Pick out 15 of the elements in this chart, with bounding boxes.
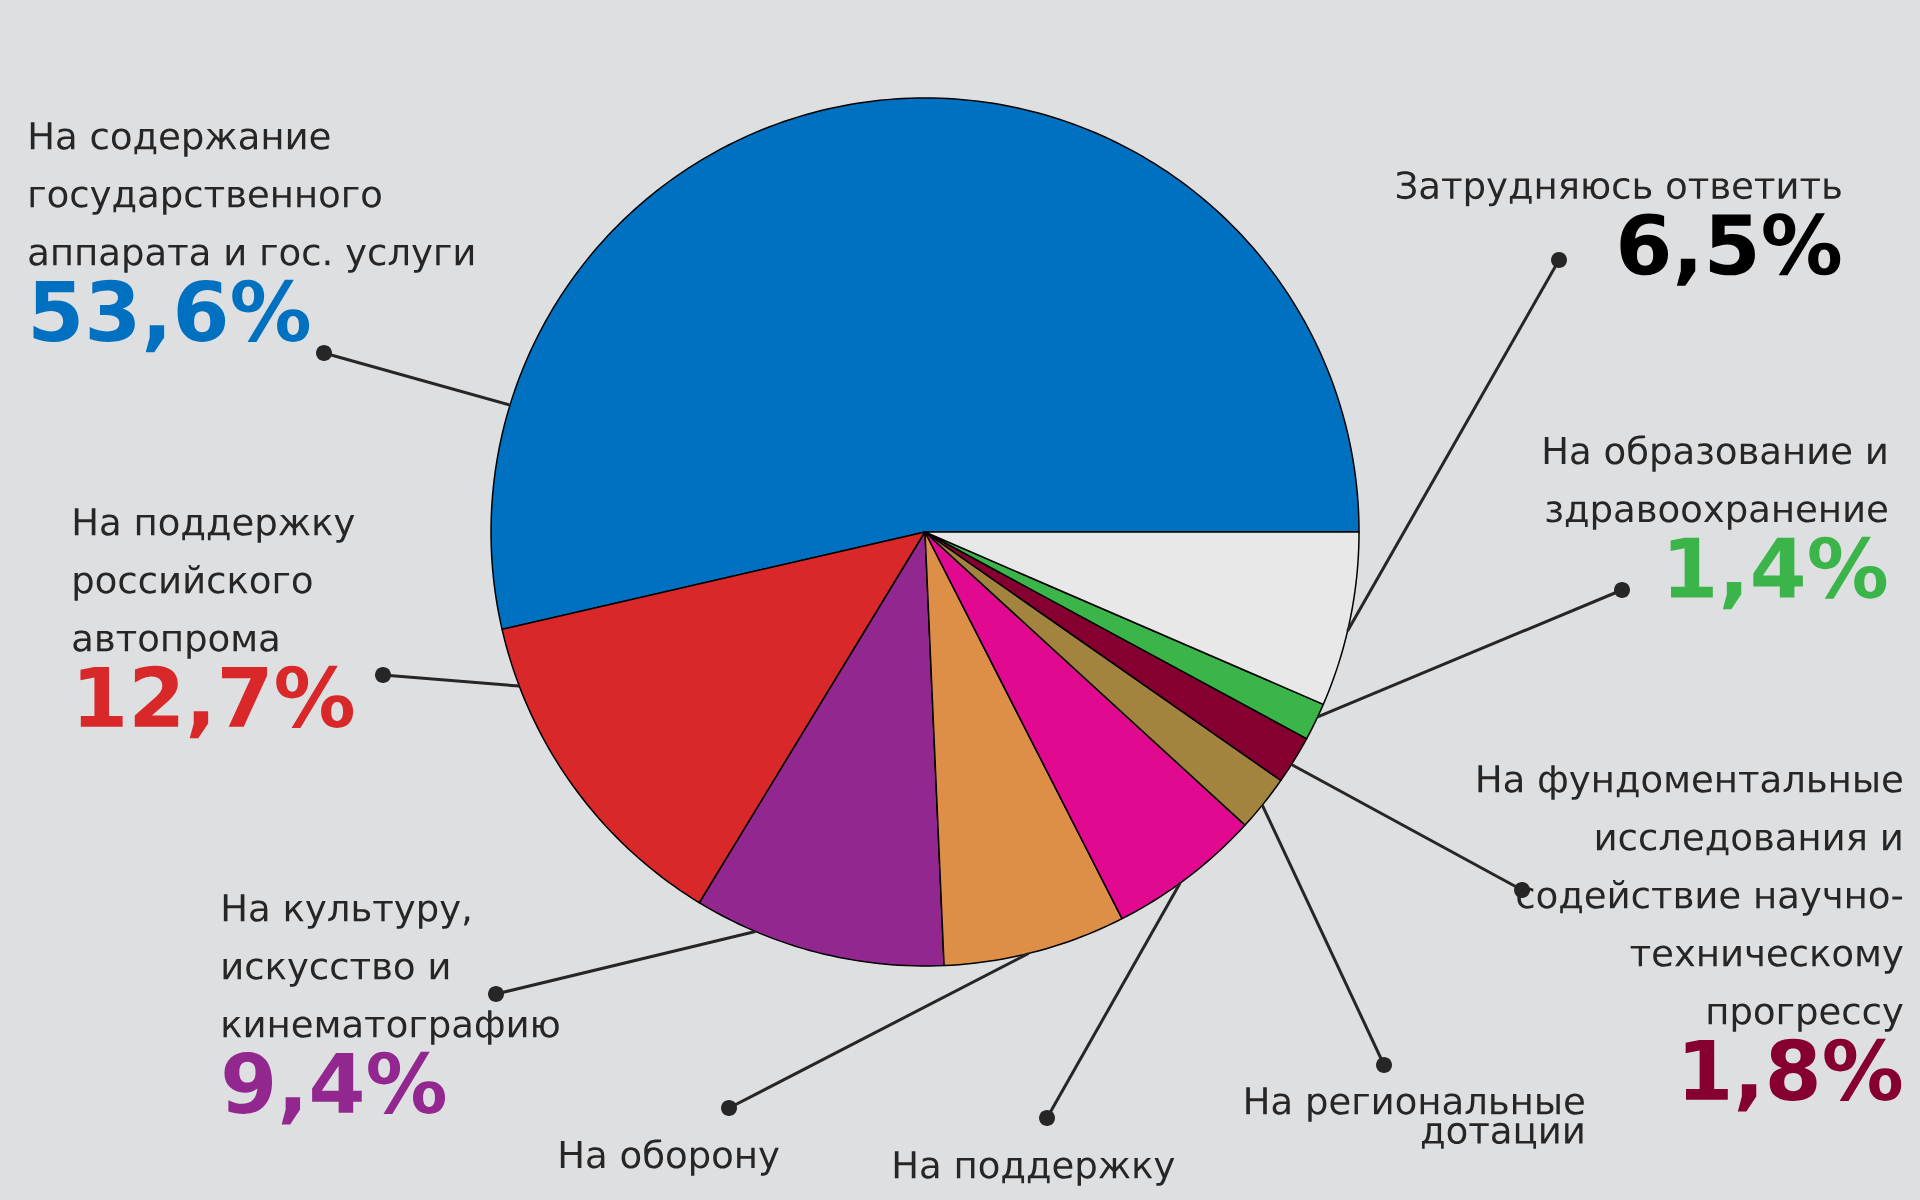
- slice-label: На региональные дотации: [1246, 1087, 1584, 1149]
- slice-label: На содержание государственного аппарата и гос. услуги: [29, 122, 474, 273]
- slice-label: На культуру, искусство и кинематографию: [223, 894, 559, 1045]
- data-label: 12,7%: [80, 665, 354, 739]
- slice-label: На фундоментальные исследования и содействие научно-техническому прогрессу: [1478, 765, 1903, 1032]
- slice-label: На образование и здравоохранение: [1544, 435, 1887, 530]
- slice-label: На поддержку российского автопрома: [73, 508, 355, 659]
- data-label: 1,4%: [1670, 536, 1887, 610]
- data-label: 6,5%: [1620, 213, 1841, 286]
- slice-label: На оборону: [560, 1139, 779, 1176]
- slice-label: Затрудняюсь ответить: [1397, 171, 1841, 207]
- data-label: 1,8%: [1685, 1038, 1902, 1112]
- data-label: 53,6%: [33, 279, 310, 353]
- data-label: 9,4%: [224, 1051, 446, 1125]
- slice-label: На поддержку: [894, 1151, 1175, 1186]
